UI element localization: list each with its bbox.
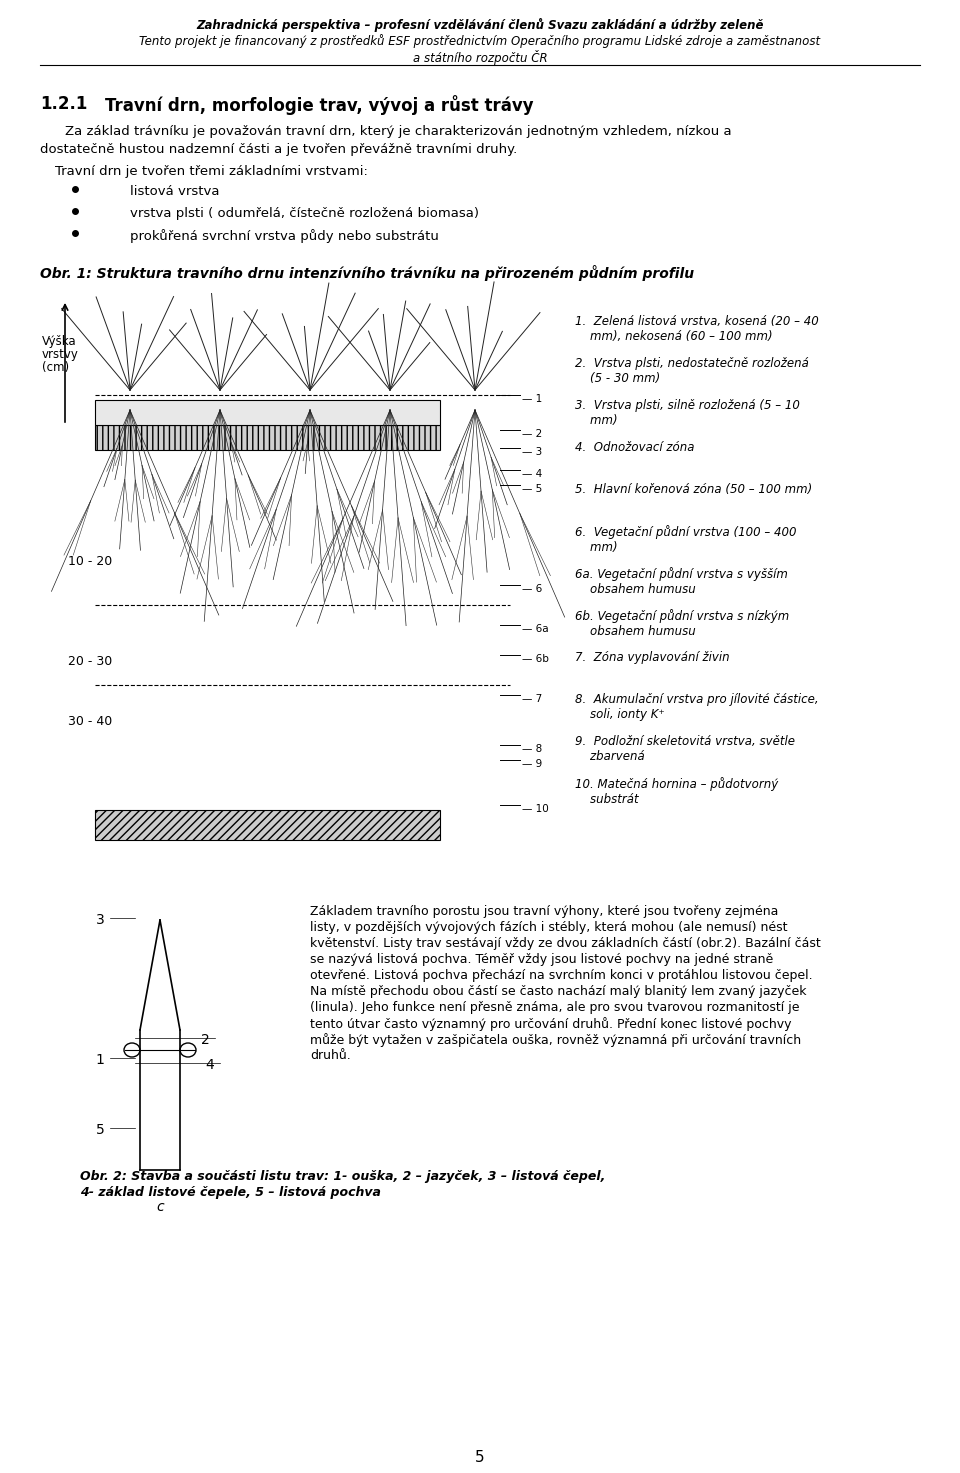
Text: — 6b: — 6b (522, 654, 549, 664)
Text: c: c (156, 1200, 164, 1214)
Text: 1: 1 (96, 1053, 105, 1066)
Text: 5.  Hlavní kořenová zóna (50 – 100 mm): 5. Hlavní kořenová zóna (50 – 100 mm) (575, 483, 812, 496)
Text: listy, v pozdějších vývojových fázích i stébly, která mohou (ale nemusí) nést: listy, v pozdějších vývojových fázích i … (310, 921, 787, 934)
Text: vrstvy: vrstvy (42, 348, 79, 361)
Text: (cm): (cm) (42, 361, 69, 374)
Text: 3.  Vrstva plsti, silně rozložená (5 – 10
    mm): 3. Vrstva plsti, silně rozložená (5 – 10… (575, 399, 800, 427)
Text: prokůřená svrchní vrstva půdy nebo substrátu: prokůřená svrchní vrstva půdy nebo subst… (130, 228, 439, 243)
Text: — 5: — 5 (522, 485, 542, 493)
Text: 9.  Podložní skeletovitá vrstva, světle
    zbarvená: 9. Podložní skeletovitá vrstva, světle z… (575, 735, 795, 763)
Text: otevřené. Listová pochva přechází na svrchním konci v protáhlou listovou čepel.: otevřené. Listová pochva přechází na svr… (310, 969, 812, 982)
Text: květenství. Listy trav sestávají vždy ze dvou základních částí (obr.2). Bazální : květenství. Listy trav sestávají vždy ze… (310, 937, 821, 950)
Text: Travní drn je tvořen třemi základními vrstvami:: Travní drn je tvořen třemi základními vr… (55, 165, 368, 178)
Text: — 3: — 3 (522, 446, 542, 457)
Text: Na místě přechodu obou částí se často nachází malý blanitý lem zvaný jazyček: Na místě přechodu obou částí se často na… (310, 985, 806, 999)
Text: 8.  Akumulační vrstva pro jílovité částice,
    soli, ionty K⁺: 8. Akumulační vrstva pro jílovité částic… (575, 692, 819, 720)
Text: — 6a: — 6a (522, 625, 548, 633)
Text: — 2: — 2 (522, 429, 542, 439)
Text: — 6: — 6 (522, 583, 542, 594)
Text: 2.  Vrstva plsti, nedostatečně rozložená
    (5 - 30 mm): 2. Vrstva plsti, nedostatečně rozložená … (575, 356, 809, 384)
Text: 20 - 30: 20 - 30 (68, 655, 112, 667)
Text: 1.  Zelená listová vrstva, kosená (20 – 40
    mm), nekosená (60 – 100 mm): 1. Zelená listová vrstva, kosená (20 – 4… (575, 315, 819, 343)
Text: 3: 3 (96, 913, 105, 927)
Text: a státního rozpočtu ČR: a státního rozpočtu ČR (413, 50, 547, 65)
Text: se nazývá listová pochva. Téměř vždy jsou listové pochvy na jedné straně: se nazývá listová pochva. Téměř vždy jso… (310, 953, 773, 966)
Text: Travní drn, morfologie trav, vývoj a růst trávy: Travní drn, morfologie trav, vývoj a růs… (105, 94, 534, 115)
Text: 4- základ listové čepele, 5 – listová pochva: 4- základ listové čepele, 5 – listová po… (80, 1186, 381, 1199)
Text: 10. Matečná hornina – půdotvorný
    substrát: 10. Matečná hornina – půdotvorný substrá… (575, 776, 779, 806)
Text: 6b. Vegetační půdní vrstva s nízkým
    obsahem humusu: 6b. Vegetační půdní vrstva s nízkým obsa… (575, 608, 789, 638)
Text: vrstva plsti ( odumřelá, čístečně rozložená biomasa): vrstva plsti ( odumřelá, čístečně rozlož… (130, 208, 479, 219)
Text: — 4: — 4 (522, 468, 542, 479)
Text: 7.  Zóna vyplavování živin: 7. Zóna vyplavování živin (575, 651, 730, 664)
Text: 4: 4 (205, 1058, 214, 1072)
Text: 10 - 20: 10 - 20 (68, 555, 112, 569)
Text: 5: 5 (96, 1122, 105, 1137)
Text: 6a. Vegetační půdní vrstva s vyšším
    obsahem humusu: 6a. Vegetační půdní vrstva s vyšším obsa… (575, 567, 788, 597)
Text: může být vytažen v zašpičatela ouška, rovněž významná při určování travních: může být vytažen v zašpičatela ouška, ro… (310, 1033, 802, 1047)
Text: — 8: — 8 (522, 744, 542, 754)
Text: Za základ trávníku je považován travní drn, který je charakterizován jednotným v: Za základ trávníku je považován travní d… (65, 125, 732, 138)
Text: — 7: — 7 (522, 694, 542, 704)
Bar (95, 401, 440, 426)
Text: 1.2.1: 1.2.1 (40, 94, 87, 113)
Bar (95, 810, 440, 840)
Text: Tento projekt je financovaný z prostředků ESF prostřednictvím Operačního program: Tento projekt je financovaný z prostředk… (139, 34, 821, 49)
Text: 30 - 40: 30 - 40 (68, 714, 112, 728)
Text: tento útvar často významný pro určování druhů. Přední konec listové pochvy: tento útvar často významný pro určování … (310, 1016, 791, 1031)
Bar (95, 426, 440, 449)
Text: Obr. 1: Struktura travního drnu intenzívního trávníku na přirozeném půdním profi: Obr. 1: Struktura travního drnu intenzív… (40, 265, 694, 281)
Text: druhů.: druhů. (310, 1049, 350, 1062)
Text: Základem travního porostu jsou travní výhony, které jsou tvořeny zejména: Základem travního porostu jsou travní vý… (310, 904, 779, 918)
Text: — 9: — 9 (522, 759, 542, 769)
Text: dostatečně hustou nadzemní části a je tvořen převážně travními druhy.: dostatečně hustou nadzemní části a je tv… (40, 143, 517, 156)
Text: — 1: — 1 (522, 393, 542, 404)
Text: (linula). Jeho funkce není přesně známa, ale pro svou tvarovou rozmanitostí je: (linula). Jeho funkce není přesně známa,… (310, 1002, 800, 1013)
Text: Zahradnická perspektiva – profesní vzdělávání členů Svazu zakládání a údržby zel: Zahradnická perspektiva – profesní vzděl… (196, 18, 764, 32)
Text: 6.  Vegetační půdní vrstva (100 – 400
    mm): 6. Vegetační půdní vrstva (100 – 400 mm) (575, 524, 797, 554)
Text: 2: 2 (201, 1033, 209, 1047)
Text: listová vrstva: listová vrstva (130, 186, 220, 197)
Text: 4.  Odnožovací zóna: 4. Odnožovací zóna (575, 440, 694, 454)
Text: Výška: Výška (42, 334, 77, 348)
Text: — 10: — 10 (522, 804, 549, 815)
Text: Obr. 2: Stavba a součásti listu trav: 1- ouška, 2 – jazyček, 3 – listová čepel,: Obr. 2: Stavba a součásti listu trav: 1-… (80, 1170, 606, 1183)
Text: 5: 5 (475, 1449, 485, 1466)
